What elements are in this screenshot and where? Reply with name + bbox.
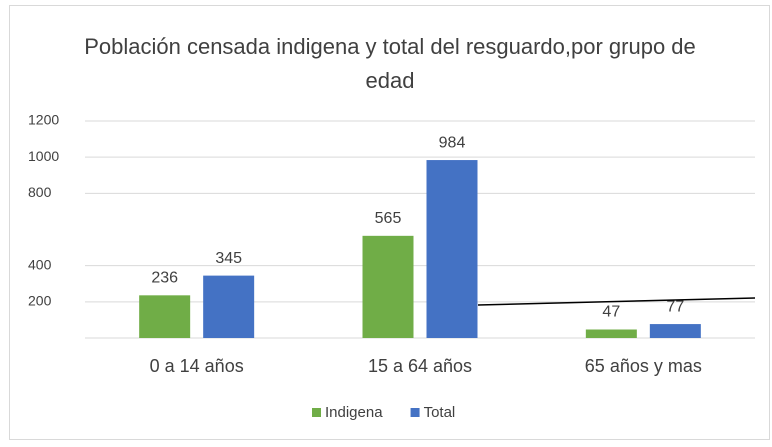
chart-title: Población censada indigena y total del r… <box>84 34 696 90</box>
data-label: 345 <box>215 250 242 267</box>
x-tick-label: 65 años y mas <box>585 356 702 376</box>
legend-swatch <box>312 408 321 417</box>
data-label: 77 <box>666 298 684 315</box>
y-tick-label: 400 <box>28 256 52 272</box>
y-tick-label: 1000 <box>28 148 59 164</box>
x-tick-label: 15 a 64 años <box>368 356 472 376</box>
y-tick-label: 800 <box>28 184 52 200</box>
bar <box>649 324 701 338</box>
bar <box>139 295 191 338</box>
data-label: 565 <box>375 210 402 227</box>
chart-border <box>9 5 770 440</box>
bar <box>426 160 478 338</box>
y-tick-label: 1200 <box>28 112 59 128</box>
x-tick-label: 0 a 14 años <box>150 356 244 376</box>
y-tick-label: 200 <box>28 293 52 309</box>
bar <box>362 235 414 338</box>
legend-swatch <box>410 408 420 417</box>
data-label: 236 <box>151 270 178 287</box>
data-label: 984 <box>439 134 466 151</box>
data-label: 47 <box>602 304 620 321</box>
legend-label: Indigena <box>325 404 383 421</box>
legend-label: Total <box>424 404 456 421</box>
bar <box>203 275 255 338</box>
stray-line <box>477 297 756 306</box>
bar <box>585 329 637 338</box>
